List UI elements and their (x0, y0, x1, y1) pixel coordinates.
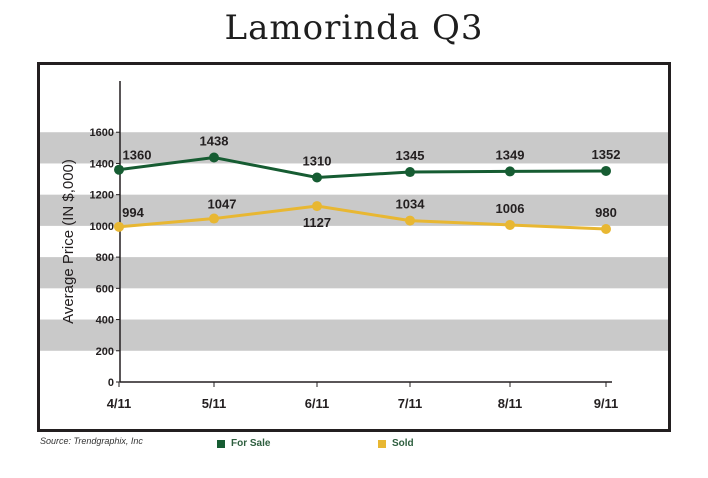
data-point (601, 224, 611, 235)
series-line-sold (118, 204, 607, 231)
data-point (505, 219, 515, 230)
x-tick-label: 8/11 (498, 396, 523, 411)
y-tick-label: 1000 (90, 221, 114, 233)
y-tick-label: 600 (96, 283, 114, 295)
data-point (114, 221, 124, 232)
legend-for-sale-label: For Sale (231, 438, 271, 449)
y-tick-label: 200 (96, 346, 114, 358)
y-tick-label: 1200 (90, 190, 114, 202)
y-axis-label: Average Price (IN $,000) (60, 159, 77, 324)
data-point (405, 215, 415, 226)
x-tick-label: 4/11 (107, 396, 132, 411)
data-label: 1360 (123, 148, 152, 163)
chart-title: Lamorinda Q3 (224, 8, 484, 48)
data-label: 1352 (592, 147, 621, 162)
line-chart: 0 200 400 600 800 1000 1200 1400 1600 4/11 5/11 6/1… (40, 81, 668, 411)
data-point (601, 165, 611, 176)
legend-sold-label: Sold (392, 438, 414, 449)
data-point (114, 164, 124, 175)
source-note: Source: Trendgraphix, Inc (40, 436, 143, 446)
legend-for-sale-swatch (217, 439, 225, 448)
y-tick-label: 400 (96, 315, 114, 327)
grid-band (40, 132, 668, 164)
data-label: 1006 (496, 201, 525, 216)
legend-sold-swatch (378, 439, 386, 448)
series-line-for-sale (118, 155, 607, 180)
data-point (505, 166, 515, 177)
data-point (209, 152, 219, 163)
y-tick-label: 0 (108, 377, 114, 389)
data-label: 1047 (208, 197, 237, 212)
data-label: 1349 (496, 147, 525, 162)
x-tick-label: 6/11 (305, 396, 330, 411)
data-label: 1345 (396, 148, 425, 163)
grid-band (40, 194, 668, 226)
data-point (312, 201, 322, 212)
grid-band (40, 257, 668, 289)
grid-band (40, 319, 668, 351)
chart-frame: 0 200 400 600 800 1000 1200 1400 1600 4/11 5/11 6/1… (37, 62, 671, 432)
data-label: 980 (595, 205, 617, 220)
x-tick-label: 7/11 (398, 396, 423, 411)
y-tick-label: 800 (96, 252, 114, 264)
data-label: 1034 (396, 197, 426, 212)
legend-for-sale: For Sale (217, 438, 270, 449)
data-label: 994 (122, 205, 144, 220)
data-point (312, 172, 322, 183)
data-label: 1438 (200, 134, 229, 149)
data-point (405, 167, 415, 178)
data-point (209, 213, 219, 224)
data-label: 1310 (303, 153, 332, 168)
legend-sold: Sold (378, 438, 414, 449)
data-label: 1127 (303, 215, 331, 230)
x-tick-label: 9/11 (594, 396, 619, 411)
y-tick-label: 1600 (90, 127, 114, 139)
y-tick-label: 1400 (90, 158, 114, 170)
x-tick-label: 5/11 (202, 396, 227, 411)
